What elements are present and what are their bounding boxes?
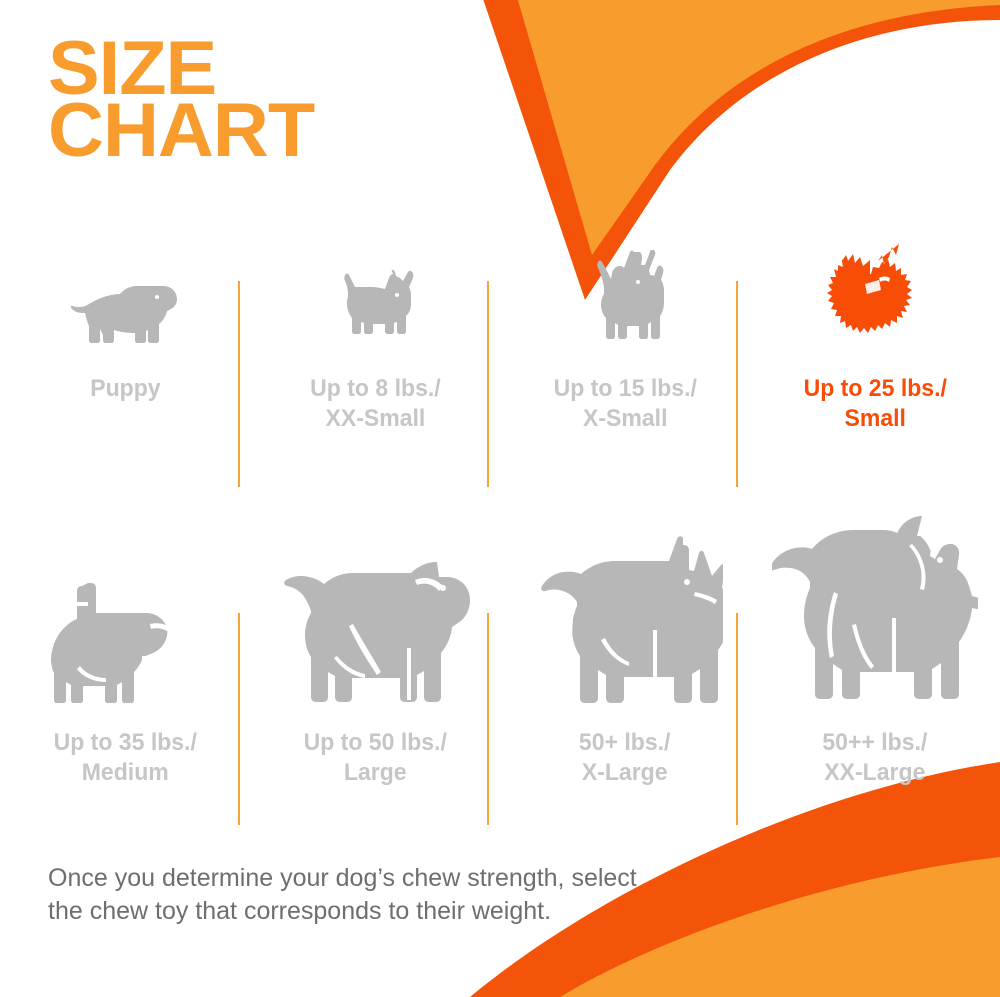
size-cell-label: Up to 35 lbs./ Medium	[53, 729, 197, 786]
size-cell-x-small[interactable]: Up to 15 lbs./ X-Small	[500, 245, 750, 495]
size-cell-label: Puppy	[89, 375, 161, 402]
size-row-large: Up to 35 lbs./ Medium	[0, 495, 1000, 825]
row2-divider-2	[487, 613, 489, 825]
size-grid: Puppy Up to 8 lbs./ XX-Small	[0, 244, 1000, 825]
footer-line-2: the chew toy that corresponds to their w…	[48, 897, 552, 925]
row1-divider-2	[487, 281, 489, 487]
row2-divider-1	[238, 613, 240, 825]
row1-divider-3	[736, 281, 738, 487]
size-cell-label: 50++ lbs./ XX-Large	[822, 729, 928, 786]
title-line-chart: CHART	[48, 88, 315, 174]
row1-divider-1	[238, 281, 240, 487]
size-cell-x-large[interactable]: 50+ lbs./ X-Large	[500, 495, 750, 825]
footer-note: Once you determine your dog’s chew stren…	[48, 862, 748, 928]
size-cell-label: Up to 15 lbs./ X-Small	[553, 375, 697, 432]
size-cell-xx-large[interactable]: 50++ lbs./ XX-Large	[750, 495, 1000, 825]
size-cell-label: Up to 8 lbs./ XX-Small	[309, 375, 441, 432]
size-cell-label: 50+ lbs./ X-Large	[579, 729, 671, 786]
footer-line-1: Once you determine your dog’s chew stren…	[48, 864, 637, 892]
puppy-dog-icon	[0, 245, 250, 350]
page-title: SIZE CHART	[48, 30, 315, 169]
beagle-dog-icon	[0, 495, 250, 710]
greatdane-dog-icon	[750, 495, 1000, 710]
size-cell-large[interactable]: Up to 50 lbs./ Large	[250, 495, 500, 825]
size-cell-medium[interactable]: Up to 35 lbs./ Medium	[0, 495, 250, 825]
minpin-dog-icon	[500, 245, 750, 350]
size-cell-puppy[interactable]: Puppy	[0, 245, 250, 495]
title-line-size: SIZE	[48, 26, 217, 111]
size-cell-label: Up to 25 lbs./ Small	[803, 375, 947, 432]
chihuahua-dog-icon	[250, 245, 500, 350]
shepherd-dog-icon	[500, 495, 750, 710]
size-cell-small-highlighted[interactable]: Up to 25 lbs./ Small	[750, 244, 1000, 495]
row2-divider-3	[736, 613, 738, 825]
size-cell-xx-small[interactable]: Up to 8 lbs./ XX-Small	[250, 245, 500, 495]
terrier-dog-icon	[750, 244, 1000, 350]
size-cell-label: Up to 50 lbs./ Large	[303, 729, 447, 786]
labrador-dog-icon	[250, 495, 500, 710]
size-row-small: Puppy Up to 8 lbs./ XX-Small	[0, 244, 1000, 495]
